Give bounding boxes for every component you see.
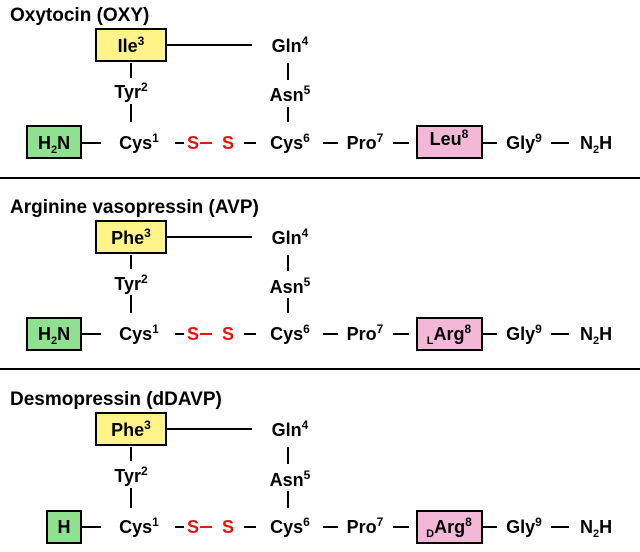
residue-4: Gln4 (272, 226, 309, 248)
n-terminal-box (46, 510, 82, 544)
residue-1: Cys1 (119, 515, 159, 537)
bonds (82, 236, 569, 335)
residue-3: Ile3 (118, 34, 145, 56)
n-terminal-box (26, 317, 82, 351)
residue-9: Gly9 (506, 322, 542, 344)
residue-8-box (416, 125, 483, 159)
residue-6: Cys6 (270, 322, 310, 344)
sulfur-left: S (187, 324, 199, 344)
residue-9: Gly9 (506, 515, 542, 537)
residue-1: Cys1 (119, 322, 159, 344)
n-terminal: H2N (38, 133, 70, 156)
residue-2: Tyr2 (114, 80, 148, 102)
sulfur-left: S (187, 517, 199, 537)
residue-3: Phe3 (111, 226, 151, 248)
bonds (82, 44, 569, 144)
residue-9: Gly9 (506, 131, 542, 153)
residue-5: Asn5 (270, 275, 311, 297)
residue-4: Gln4 (272, 418, 309, 440)
residue-8: Leu8 (430, 127, 469, 149)
residue-6: Cys6 (270, 131, 310, 153)
c-terminal: N2H (580, 324, 612, 347)
residue-7: Pro7 (347, 322, 384, 344)
residue-3-box (95, 220, 167, 254)
c-terminal: N2H (580, 517, 612, 540)
panel-arginine-vasopressin: Arginine vasopressin (AVP) Phe3 Tyr2 H2N… (10, 197, 612, 351)
residue-2: Tyr2 (114, 464, 148, 486)
residue-2: Tyr2 (114, 272, 148, 294)
n-terminal-box (26, 125, 82, 159)
residue-8: LArg8 (427, 322, 472, 347)
residue-6: Cys6 (270, 515, 310, 537)
residue-7: Pro7 (347, 131, 384, 153)
panel-oxytocin: Oxytocin (OXY) Ile3 Tyr2 H2N Cys1 S S (10, 5, 612, 159)
panel-desmopressin: Desmopressin (dDAVP) Phe3 Tyr2 H Cys1 S … (10, 389, 612, 544)
n-terminal: H (58, 517, 71, 537)
residue-3: Phe3 (111, 418, 151, 440)
residue-3-box (95, 412, 167, 446)
sulfur-right: S (222, 324, 234, 344)
c-terminal: N2H (580, 133, 612, 156)
residue-3-box (95, 28, 167, 62)
residue-7: Pro7 (347, 515, 384, 537)
sulfur-right: S (222, 517, 234, 537)
n-terminal: H2N (38, 324, 70, 347)
bonds (82, 428, 569, 528)
residue-8-box (416, 317, 483, 351)
panel-title: Oxytocin (OXY) (10, 5, 149, 26)
residue-4: Gln4 (272, 34, 309, 56)
residue-5: Asn5 (270, 83, 311, 105)
residue-5: Asn5 (270, 468, 311, 490)
panel-title: Arginine vasopressin (AVP) (10, 197, 259, 218)
residue-8: DArg8 (426, 515, 472, 540)
residue-1: Cys1 (119, 131, 159, 153)
panel-title: Desmopressin (dDAVP) (10, 389, 222, 410)
sulfur-right: S (222, 133, 234, 153)
residue-8-box (416, 510, 483, 544)
sulfur-left: S (187, 133, 199, 153)
